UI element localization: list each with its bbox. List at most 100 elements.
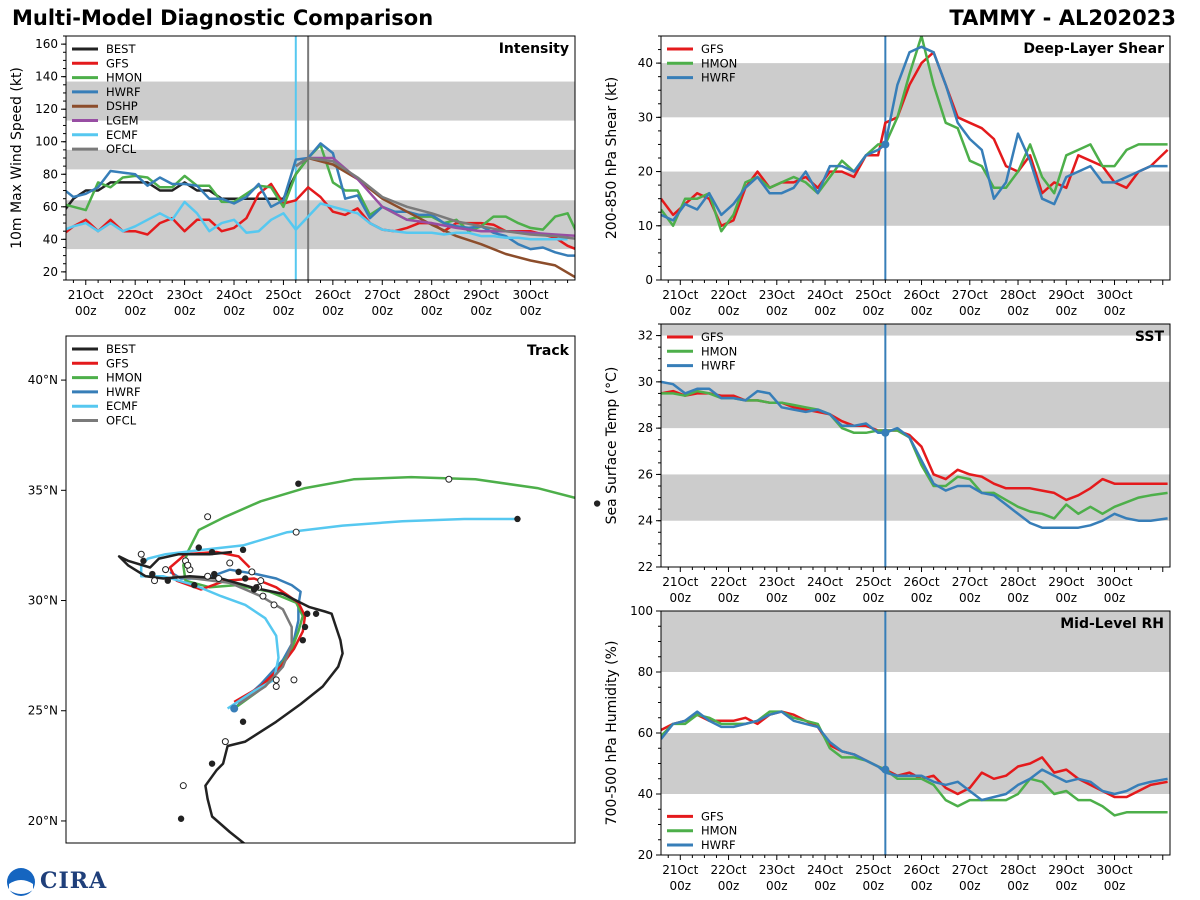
intensity-series-ofcl	[295, 156, 575, 240]
track-filled-marker	[301, 623, 309, 631]
sst-xtick-label: 21Oct	[662, 575, 698, 589]
shear-xtick-label: 29Oct	[1048, 288, 1084, 302]
rh-panel: 20 40 60 80 100 21Oct 00z 22Oct 00z 23Oct 00z 24Oct…	[604, 604, 1171, 893]
rh-xtick-label: 00z	[911, 879, 933, 893]
intensity-xtick-label: 00z	[273, 304, 295, 318]
shear-series-hmon	[661, 36, 1168, 233]
track-filled-marker	[295, 480, 302, 487]
shear-xtick-label: 00z	[1055, 304, 1077, 318]
track-series-ecmf	[139, 517, 518, 710]
sst-legend-label-hmon: HMON	[701, 344, 737, 358]
rh-xtick-label: 00z	[718, 879, 740, 893]
shear-ylabel: 200-850 hPa Shear (kt)	[604, 77, 620, 239]
rh-legend-label-hwrf: HWRF	[701, 838, 736, 852]
sst-ytick-label: 32	[638, 329, 653, 343]
rh-xtick-label: 00z	[766, 879, 788, 893]
sst-series-hwrf	[661, 380, 1168, 529]
sst-xtick-label: 26Oct	[904, 575, 940, 589]
intensity-xtick-label: 28Oct	[414, 288, 450, 302]
track-series-best	[117, 550, 344, 843]
sst-xtick-label: 30Oct	[1097, 575, 1133, 589]
intensity-band-2	[66, 81, 575, 121]
sst-xtick-label: 00z	[1055, 591, 1077, 605]
intensity-series-gfs	[66, 182, 575, 251]
shear-xtick-label: 00z	[718, 304, 740, 318]
shear-xtick-label: 28Oct	[1000, 288, 1036, 302]
shear-ytick-label: 20	[638, 165, 653, 179]
track-open-marker	[292, 528, 300, 536]
track-filled-marker	[239, 718, 247, 725]
track-filled-marker	[177, 815, 185, 822]
track-ytick-label: 25°N	[28, 704, 58, 718]
rh-analysis-marker	[881, 765, 890, 774]
intensity-xtick-label: 00z	[174, 304, 196, 318]
intensity-xtick-label: 29Oct	[463, 288, 499, 302]
shear-xtick-label: 22Oct	[711, 288, 747, 302]
track-filled-marker	[211, 570, 218, 578]
shear-band-1	[661, 63, 1170, 118]
track-open-marker	[151, 577, 159, 585]
intensity-title: Intensity	[499, 41, 569, 57]
rh-ytick-label: 20	[638, 848, 653, 862]
track-legend-label-hwrf: HWRF	[106, 385, 141, 399]
shear-band-0	[661, 171, 1170, 226]
track-open-marker	[270, 601, 278, 609]
intensity-series-dshp	[295, 156, 575, 279]
noaa-wave-icon	[9, 880, 33, 894]
shear-xtick-label: 25Oct	[855, 288, 891, 302]
track-ytick-label: 35°N	[28, 483, 58, 497]
intensity-ytick-label: 80	[43, 167, 58, 181]
shear-xtick-label: 27Oct	[952, 288, 988, 302]
shear-legend-label-gfs: GFS	[701, 42, 724, 56]
track-filled-marker	[149, 570, 156, 578]
intensity-xtick-label: 26Oct	[315, 288, 351, 302]
sst-ytick-label: 22	[638, 560, 653, 574]
intensity-xtick-label: 24Oct	[216, 288, 252, 302]
intensity-ytick-label: 140	[35, 70, 58, 84]
rh-xtick-label: 28Oct	[1000, 863, 1036, 877]
shear-analysis-marker	[881, 140, 890, 149]
sst-title: SST	[1135, 329, 1165, 345]
sst-xtick-label: 00z	[670, 591, 692, 605]
intensity-legend-label-lgem: LGEM	[106, 114, 139, 128]
intensity-series-hwrf	[66, 142, 575, 257]
track-open-marker	[204, 572, 212, 580]
track-series-ofcl	[172, 575, 293, 706]
shear-xtick-label: 21Oct	[662, 288, 698, 302]
track-ytick-label: 40°N	[28, 373, 58, 387]
rh-legend-label-hmon: HMON	[701, 824, 737, 838]
track-filled-marker	[514, 515, 521, 523]
sst-band-0	[661, 474, 1170, 521]
rh-xtick-label: 00z	[862, 879, 884, 893]
sst-band-2	[661, 324, 1170, 336]
track-open-marker	[445, 475, 453, 483]
sst-xtick-label: 23Oct	[759, 575, 795, 589]
track-filled-marker	[299, 637, 306, 644]
track-title: Track	[527, 343, 570, 359]
rh-xtick-label: 00z	[959, 879, 981, 893]
figure-title-right: TAMMY - AL202023	[949, 6, 1176, 30]
intensity-ytick-label: 40	[43, 232, 58, 246]
rh-xtick-label: 30Oct	[1097, 863, 1133, 877]
intensity-legend-label-ecmf: ECMF	[106, 128, 138, 142]
rh-xtick-label: 23Oct	[759, 863, 795, 877]
track-filled-marker	[242, 575, 249, 582]
sst-xtick-label: 00z	[814, 591, 836, 605]
track-filled-marker	[208, 760, 216, 767]
sst-legend-label-hwrf: HWRF	[701, 359, 736, 373]
intensity-xtick-label: 00z	[322, 304, 344, 318]
track-legend-label-best: BEST	[106, 342, 136, 356]
intensity-xtick-label: 21Oct	[68, 288, 104, 302]
intensity-legend-label-best: BEST	[106, 42, 136, 56]
sst-ytick-label: 28	[638, 421, 653, 435]
intensity-xtick-label: 00z	[421, 304, 443, 318]
shear-xtick-label: 24Oct	[807, 288, 843, 302]
rh-xtick-label: 27Oct	[952, 863, 988, 877]
sst-band-1	[661, 381, 1170, 429]
sst-xtick-label: 00z	[718, 591, 740, 605]
intensity-legend-label-hmon: HMON	[106, 71, 142, 85]
shear-xtick-label: 00z	[959, 304, 981, 318]
track-frame	[65, 335, 576, 844]
intensity-ytick-label: 60	[43, 200, 58, 214]
